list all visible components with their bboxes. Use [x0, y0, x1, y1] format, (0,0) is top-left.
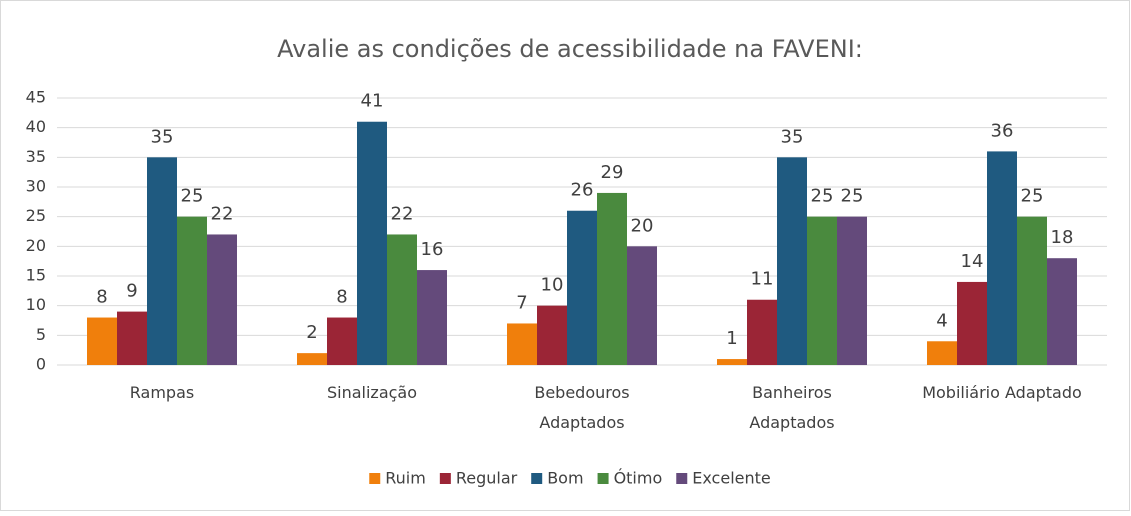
data-label: 8	[336, 287, 347, 308]
chart-title: Avalie as condições de acessibilidade na…	[277, 35, 863, 63]
x-tick-label: Mobiliário Adaptado	[922, 383, 1082, 402]
bar	[957, 281, 987, 365]
y-tick-label: 5	[36, 325, 46, 344]
x-tick-label: Banheiros Adaptados	[749, 383, 834, 432]
bar	[417, 270, 447, 365]
data-label: 35	[151, 126, 174, 147]
data-label: 18	[1051, 227, 1074, 248]
legend-label: Excelente	[692, 469, 770, 488]
x-tick-label: Sinalização	[327, 383, 417, 402]
data-label: 7	[516, 292, 527, 313]
y-tick-label: 0	[36, 355, 46, 374]
legend-label: Bom	[547, 469, 583, 488]
bar	[567, 210, 597, 365]
y-tick-label: 10	[26, 295, 46, 314]
bar	[597, 192, 627, 365]
bar	[537, 305, 567, 365]
bar	[297, 353, 327, 365]
bar	[627, 246, 657, 365]
x-tick-label: Rampas	[130, 383, 194, 402]
data-label: 41	[361, 91, 384, 112]
bar	[717, 359, 747, 365]
bar	[927, 341, 957, 365]
bar	[1017, 216, 1047, 365]
y-tick-label: 15	[26, 266, 46, 285]
data-label: 10	[541, 275, 564, 296]
bar	[837, 216, 867, 365]
y-tick-label: 25	[26, 206, 46, 225]
bar	[87, 317, 117, 365]
data-label: 2	[306, 322, 317, 343]
data-label: 4	[936, 310, 947, 331]
bar	[747, 299, 777, 365]
data-label: 1	[726, 328, 737, 349]
y-tick-label: 30	[26, 177, 46, 196]
bar	[807, 216, 837, 365]
legend-label: Ruim	[385, 469, 426, 488]
bar	[507, 323, 537, 365]
data-label: 11	[751, 269, 774, 290]
x-tick-label: Bebedouros Adaptados	[534, 383, 629, 432]
bar	[777, 157, 807, 365]
data-label: 25	[1021, 186, 1044, 207]
data-label: 29	[601, 162, 624, 183]
bar	[987, 151, 1017, 365]
bar	[207, 234, 237, 365]
y-tick-label: 35	[26, 147, 46, 166]
legend-swatch	[676, 473, 688, 484]
data-label: 25	[841, 186, 864, 207]
legend-label: Regular	[456, 469, 518, 488]
data-label: 35	[781, 126, 804, 147]
data-label: 26	[571, 180, 594, 201]
legend-swatch	[531, 473, 543, 484]
data-label: 20	[631, 215, 654, 236]
bar	[357, 121, 387, 365]
data-label: 25	[811, 186, 834, 207]
data-label: 36	[991, 120, 1014, 141]
bar	[117, 311, 147, 365]
data-label: 22	[211, 203, 234, 224]
data-label: 22	[391, 203, 414, 224]
bar	[327, 317, 357, 365]
data-label: 14	[961, 251, 984, 272]
legend-label: Ótimo	[614, 469, 663, 488]
bar	[1047, 258, 1077, 365]
legend-swatch	[597, 473, 609, 484]
legend-swatch	[369, 473, 381, 484]
y-tick-label: 40	[26, 117, 46, 136]
data-label: 8	[96, 287, 107, 308]
legend-swatch	[439, 473, 451, 484]
bar	[177, 216, 207, 365]
data-label: 25	[181, 186, 204, 207]
data-label: 9	[126, 281, 137, 302]
bar	[147, 157, 177, 365]
bar	[387, 234, 417, 365]
y-tick-label: 20	[26, 236, 46, 255]
data-label: 16	[421, 239, 444, 260]
y-tick-label: 45	[26, 88, 46, 107]
